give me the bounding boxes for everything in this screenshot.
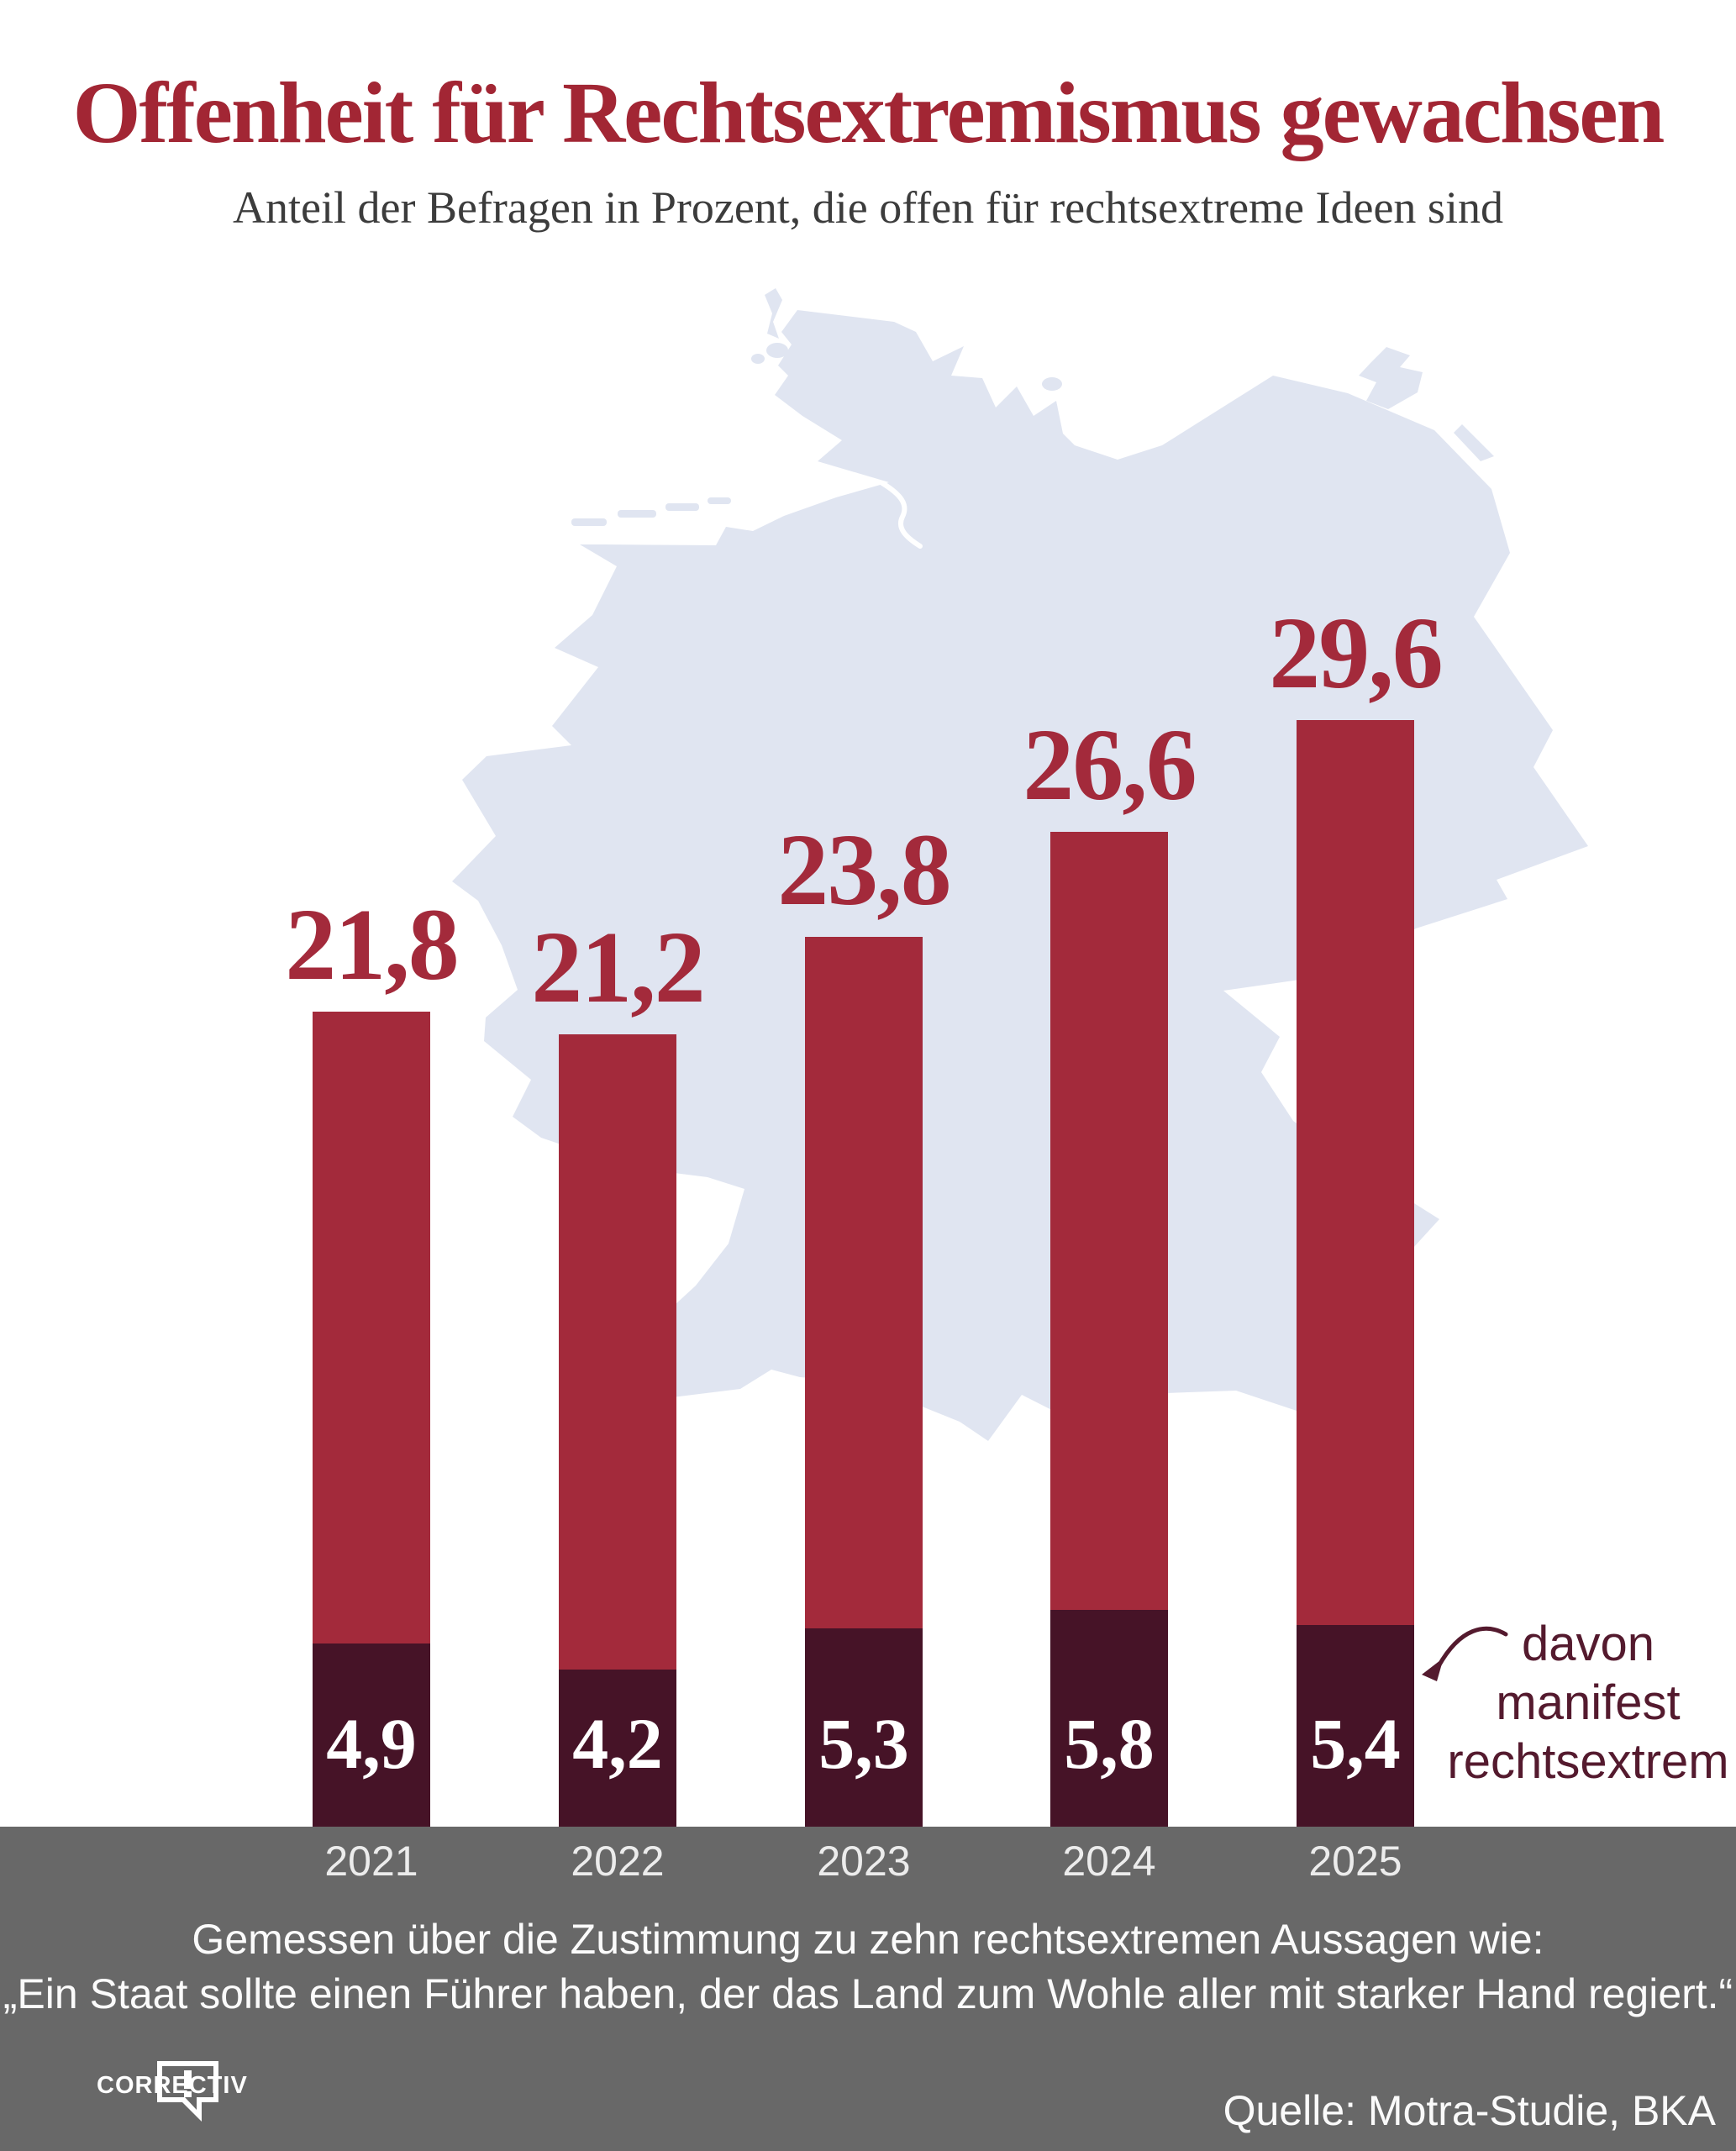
island-amrum <box>751 354 765 364</box>
page-title: Offenheit für Rechtsextremismus gewachse… <box>72 65 1665 161</box>
island-east-frisian <box>708 497 731 504</box>
bar-manifest-label: 5,8 <box>1064 1703 1155 1784</box>
footer-note: Gemessen über die Zustimmung zu zehn rec… <box>0 1912 1736 2022</box>
subtitle: Anteil der Befragen in Prozent, die offe… <box>233 182 1503 233</box>
x-axis-year-label: 2025 <box>1308 1838 1402 1885</box>
bar-value-label: 23,8 <box>777 813 952 927</box>
elbe-river <box>880 481 923 549</box>
bar-value-label: 29,6 <box>1269 597 1444 710</box>
x-axis-year-label: 2024 <box>1062 1838 1156 1885</box>
bar-manifest <box>1297 1625 1414 1827</box>
bar-value-label: 21,8 <box>285 888 460 1002</box>
bar-manifest <box>1050 1610 1168 1827</box>
bar-manifest <box>559 1670 676 1827</box>
island-ruegen <box>1359 347 1423 409</box>
x-axis-year-label: 2022 <box>571 1838 665 1885</box>
bar-manifest-label: 4,2 <box>572 1703 663 1784</box>
correctiv-logo-icon <box>157 2061 218 2122</box>
island-usedom <box>1454 424 1494 461</box>
bar-value-label: 26,6 <box>1023 708 1197 822</box>
annotation-line: manifest <box>1496 1675 1681 1730</box>
bar-manifest-label: 5,3 <box>818 1703 909 1784</box>
annotation-line: davon <box>1521 1617 1655 1671</box>
annotation-line: rechtsextrem <box>1447 1734 1729 1789</box>
island-east-frisian <box>571 518 607 526</box>
annotation-arrow-icon <box>1422 1626 1508 1681</box>
bar-manifest <box>805 1628 923 1827</box>
footer-note-line2: „Ein Staat sollte einen Führer haben, de… <box>3 1970 1733 2017</box>
source-credit: Quelle: Motra-Studie, BKA <box>1223 2087 1716 2134</box>
correctiv-logo-text: CORRECTIV <box>97 2072 248 2099</box>
annotation-manifest: davon manifest rechtsextrem <box>1447 1615 1729 1791</box>
island-sylt <box>765 288 782 339</box>
bar-manifest <box>313 1643 430 1827</box>
bar-value-label: 21,2 <box>531 911 706 1024</box>
footer-note-line1: Gemessen über die Zustimmung zu zehn rec… <box>192 1916 1544 1963</box>
island-fehmarn <box>1042 377 1062 391</box>
island-foehr <box>766 343 788 358</box>
x-axis-year-label: 2021 <box>324 1838 418 1885</box>
island-east-frisian <box>618 510 656 518</box>
footer-band <box>0 1827 1736 2151</box>
x-axis-year-label: 2023 <box>817 1838 911 1885</box>
island-east-frisian <box>665 503 699 511</box>
bar-manifest-label: 5,4 <box>1310 1703 1401 1784</box>
bar-manifest-label: 4,9 <box>326 1703 417 1784</box>
